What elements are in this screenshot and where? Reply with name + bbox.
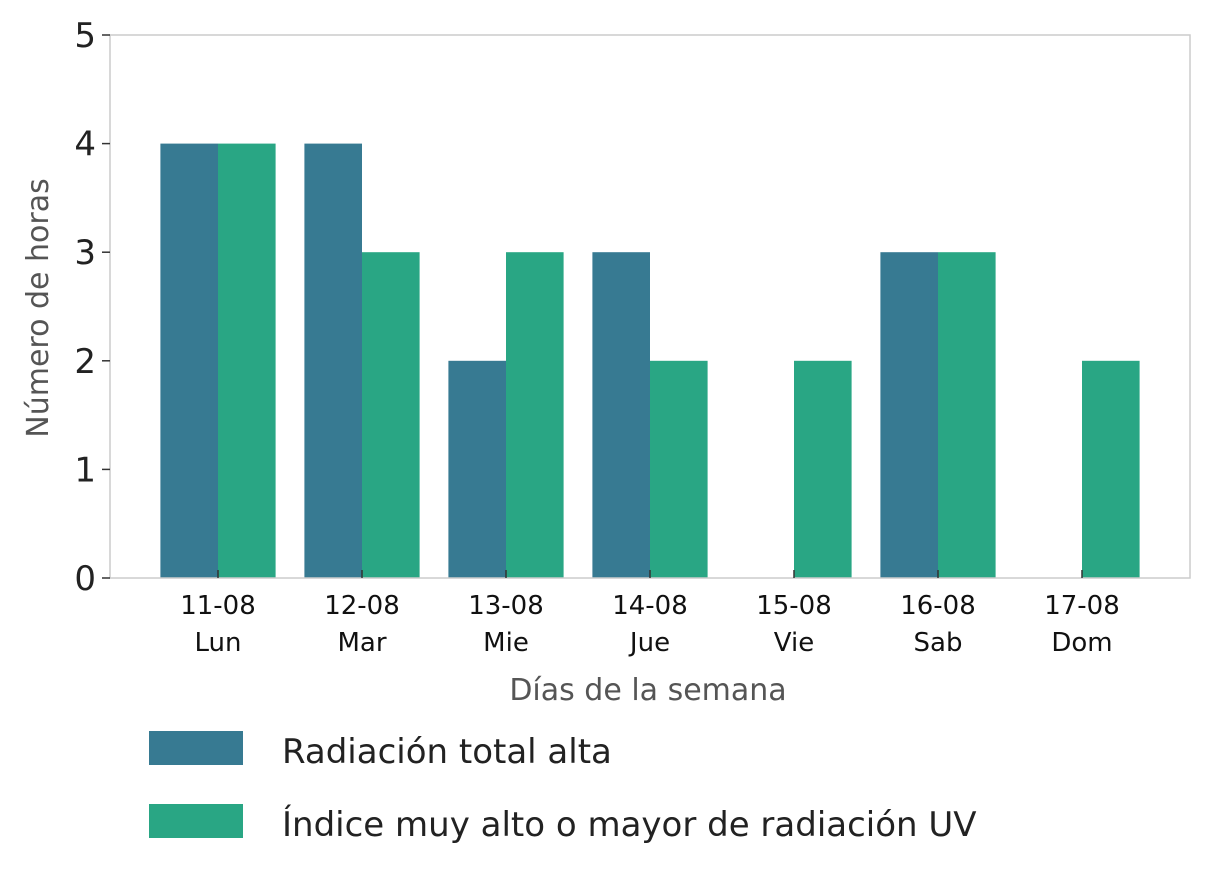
x-tick-label-day: Vie	[774, 628, 814, 658]
y-tick-label: 5	[74, 16, 96, 56]
y-tick-label: 2	[74, 342, 96, 382]
y-tick-label: 3	[74, 233, 96, 273]
bar-radiacion-total-16-08	[880, 252, 938, 578]
x-tick-label-day: Jue	[628, 628, 670, 658]
x-tick-label-day: Sab	[914, 628, 963, 658]
bar-radiacion-total-12-08	[304, 143, 362, 578]
x-tick-label-date: 14-08	[612, 591, 688, 621]
legend: Radiación total alta Índice muy alto o m…	[149, 731, 977, 845]
bar-indice-uv-15-08	[794, 360, 852, 578]
x-tick-label-day: Mie	[483, 628, 529, 658]
bar-radiacion-total-13-08	[448, 360, 506, 578]
bars-layer	[160, 143, 1140, 578]
x-tick-label-date: 15-08	[756, 591, 832, 621]
x-tick-label-day: Mar	[337, 628, 386, 658]
x-tick-label-day: Dom	[1051, 628, 1112, 658]
bar-indice-uv-14-08	[650, 360, 708, 578]
y-tick-label: 4	[74, 125, 96, 165]
x-tick-label-date: 16-08	[900, 591, 976, 621]
y-axis-title: Número de horas	[21, 178, 56, 437]
bar-radiacion-total-14-08	[592, 252, 650, 578]
x-tick-label-date: 11-08	[180, 591, 256, 621]
x-tick-label-day: Lun	[195, 628, 242, 658]
bar-indice-uv-17-08	[1082, 360, 1140, 578]
legend-swatch-indice-uv	[149, 804, 243, 838]
bar-indice-uv-16-08	[938, 252, 996, 578]
bar-radiacion-total-11-08	[160, 143, 218, 578]
bar-indice-uv-12-08	[362, 252, 420, 578]
x-axis-title: Días de la semana	[509, 673, 786, 708]
legend-label-indice-uv: Índice muy alto o mayor de radiación UV	[282, 804, 977, 845]
y-tick-label: 0	[74, 559, 96, 599]
x-tick-label-date: 17-08	[1044, 591, 1120, 621]
axes-layer: 0 1 2 3 4 5 11-08 Lun 12-08 Mar 13-08 Mie 14-08 Jue 15…	[74, 16, 1191, 658]
legend-swatch-radiacion-total	[149, 731, 243, 765]
x-tick-label-date: 12-08	[324, 591, 400, 621]
x-tick-label-date: 13-08	[468, 591, 544, 621]
legend-label-radiacion-total: Radiación total alta	[282, 732, 612, 772]
y-tick-label: 1	[74, 450, 96, 490]
bar-indice-uv-11-08	[218, 143, 276, 578]
bar-indice-uv-13-08	[506, 252, 564, 578]
